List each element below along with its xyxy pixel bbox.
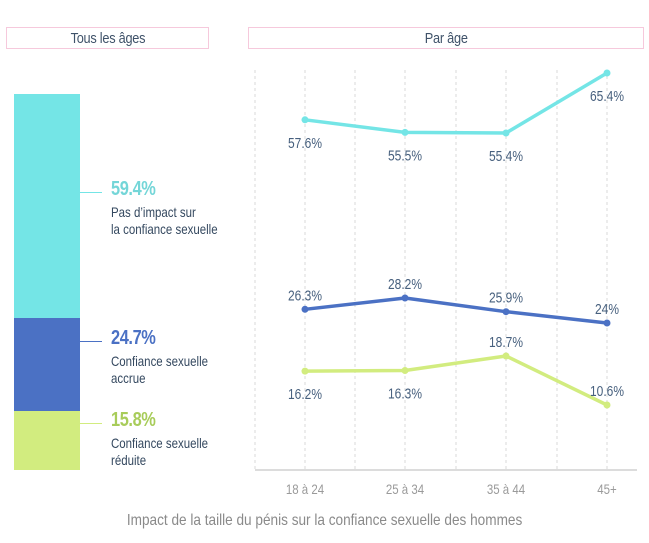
data-point (401, 367, 409, 375)
legend-text-no-impact: Pas d’impact sur la confiance sexuelle (111, 204, 218, 237)
legend-text-reduced: Confiance sexuelle réduite (111, 435, 209, 468)
data-point (301, 116, 309, 124)
leader-line-no-impact (80, 192, 102, 193)
data-point (301, 305, 309, 313)
data-label: 18.7% (489, 334, 523, 351)
data-label: 16.3% (388, 385, 422, 402)
data-point (502, 308, 510, 316)
data-point (603, 319, 611, 327)
header-all-ages: Tous les âges (6, 27, 209, 49)
series-line (303, 354, 609, 407)
series-line (303, 296, 609, 325)
x-tick-label: 35 à 44 (487, 481, 525, 497)
x-tick-label: 18 à 24 (286, 481, 324, 497)
legend-value-increased: 24.7% (111, 327, 156, 349)
legend-value-reduced: 15.8% (111, 409, 156, 431)
x-tick-label: 25 à 34 (386, 481, 424, 497)
data-label: 10.6% (590, 383, 624, 400)
chart-caption-text: Impact de la taille du pénis sur la conf… (126, 512, 523, 529)
data-label: 16.2% (288, 386, 322, 403)
leader-line-increased (80, 341, 102, 342)
header-all-ages-label: Tous les âges (70, 29, 145, 47)
data-label: 26.3% (288, 287, 322, 304)
x-tick-label: 45+ (597, 481, 616, 497)
legend-text-increased: Confiance sexuelle accrue (111, 353, 209, 386)
data-label: 28.2% (388, 276, 422, 293)
chart-caption: Impact de la taille du pénis sur la conf… (0, 512, 649, 530)
data-label: 25.9% (489, 289, 523, 306)
data-label: 55.5% (388, 147, 422, 164)
data-point (603, 69, 611, 77)
data-point (502, 129, 510, 137)
data-point (603, 401, 611, 409)
header-by-age-label: Par âge (424, 29, 468, 47)
data-point (502, 352, 510, 360)
header-by-age: Par âge (248, 27, 644, 49)
data-point (401, 128, 409, 136)
bar-segment-no-impact (14, 94, 80, 318)
data-point (301, 367, 309, 375)
leader-line-reduced (80, 423, 102, 424)
bar-segment-reduced (14, 410, 80, 470)
data-label: 24% (595, 301, 619, 318)
bar-segment-increased (14, 317, 80, 411)
data-point (401, 294, 409, 302)
data-label: 55.4% (489, 148, 523, 165)
legend-value-no-impact: 59.4% (111, 178, 156, 200)
data-label: 57.6% (288, 135, 322, 152)
series-line (303, 71, 609, 135)
data-label: 65.4% (590, 88, 624, 105)
